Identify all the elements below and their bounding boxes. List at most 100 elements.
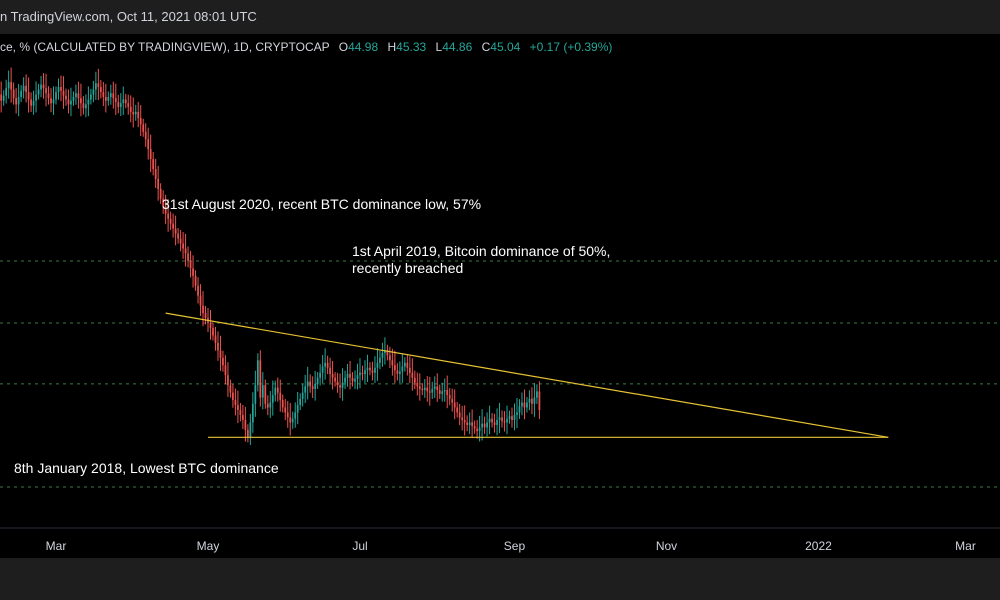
candle — [473, 420, 476, 434]
candle-body — [37, 89, 40, 95]
candle-body — [85, 104, 87, 109]
candle-body — [446, 390, 449, 396]
candle-body — [431, 388, 434, 393]
candle — [344, 370, 346, 390]
candle-body — [5, 88, 8, 96]
candle-body — [498, 417, 501, 420]
candle-body — [344, 377, 346, 383]
candle — [284, 398, 287, 421]
candle — [22, 77, 25, 99]
candle — [431, 381, 434, 399]
candle — [386, 344, 389, 361]
candle — [428, 376, 431, 406]
candle — [149, 134, 152, 173]
candle-body — [458, 412, 461, 418]
candle-body — [52, 99, 55, 104]
candle-body — [346, 373, 349, 378]
candle — [102, 81, 105, 107]
horizontal-levels — [0, 260, 1000, 488]
candle — [70, 87, 72, 117]
candle-body — [137, 111, 140, 119]
x-tick-label: Nov — [656, 539, 677, 553]
candle-body — [124, 99, 127, 104]
candle-body — [199, 295, 202, 306]
candle-body — [271, 395, 274, 403]
candle-body — [154, 169, 157, 179]
candle — [192, 255, 194, 288]
candle — [219, 335, 222, 371]
x-tick-label: 2022 — [805, 539, 832, 553]
candle — [319, 364, 322, 386]
candle-body — [384, 350, 386, 353]
candle-body — [391, 360, 394, 366]
candle-body — [159, 188, 162, 199]
candle-body — [259, 360, 262, 398]
candle — [142, 118, 145, 137]
candle — [349, 360, 351, 390]
candle — [177, 228, 179, 244]
trendlines — [165, 312, 889, 438]
candle — [184, 233, 187, 267]
candle-body — [77, 93, 80, 99]
candle — [389, 346, 391, 369]
candle — [164, 194, 167, 225]
candle-body — [117, 101, 120, 107]
candle-body — [182, 243, 184, 249]
candle-body — [279, 392, 282, 401]
candle-body — [433, 386, 436, 389]
candle-body — [7, 82, 10, 89]
candle — [0, 81, 3, 113]
candle — [274, 380, 277, 402]
x-tick-label: Mar — [46, 539, 67, 553]
candle-body — [62, 90, 65, 96]
candle — [423, 379, 426, 398]
candle-body — [369, 367, 371, 371]
candle-body — [398, 371, 401, 374]
candle — [346, 363, 349, 387]
close-value: 45.04 — [490, 40, 521, 54]
chart-header: n TradingView.com, Oct 11, 2021 08:01 UT… — [0, 0, 1000, 34]
candle-body — [42, 84, 45, 89]
candle-body — [25, 85, 27, 93]
candle-body — [394, 365, 396, 371]
candle-body — [321, 366, 324, 373]
candle — [516, 397, 518, 429]
candle — [523, 389, 526, 420]
candle-body — [179, 238, 182, 244]
candle-body — [184, 248, 187, 254]
ohlc-legend: ce, % (CALCULATED BY TRADINGVIEW), 1D, C… — [0, 40, 612, 54]
candle-body — [284, 407, 287, 413]
candle — [401, 353, 404, 384]
candle — [229, 379, 232, 398]
candle-body — [518, 406, 521, 413]
candle-body — [12, 89, 15, 99]
candle-body — [227, 375, 229, 386]
candle-body — [361, 372, 364, 374]
candle-body — [478, 427, 481, 432]
candle-body — [521, 402, 523, 407]
candle — [311, 376, 314, 398]
bottom-toolbar — [0, 558, 1000, 600]
candle-body — [274, 387, 277, 396]
candle — [406, 354, 409, 376]
candle-body — [309, 381, 312, 387]
candle — [237, 390, 239, 424]
candle — [468, 412, 471, 434]
candle — [269, 390, 272, 418]
candle — [199, 284, 202, 317]
low-value: 44.86 — [442, 40, 473, 54]
candle — [139, 105, 142, 137]
candle-body — [172, 223, 174, 229]
candle-body — [192, 268, 194, 276]
candle-body — [483, 423, 486, 428]
candle — [251, 392, 254, 433]
candle — [299, 393, 302, 411]
candle-body — [202, 305, 204, 314]
candle-body — [139, 118, 142, 125]
candle-body — [531, 398, 533, 404]
candle — [513, 403, 516, 431]
candle-body — [418, 386, 421, 389]
candle-body — [374, 367, 376, 373]
price-chart[interactable]: Mar May Jul Sep Nov 2022 Mar 31st August 2020,… — [0, 0, 1000, 558]
candle — [441, 382, 444, 402]
